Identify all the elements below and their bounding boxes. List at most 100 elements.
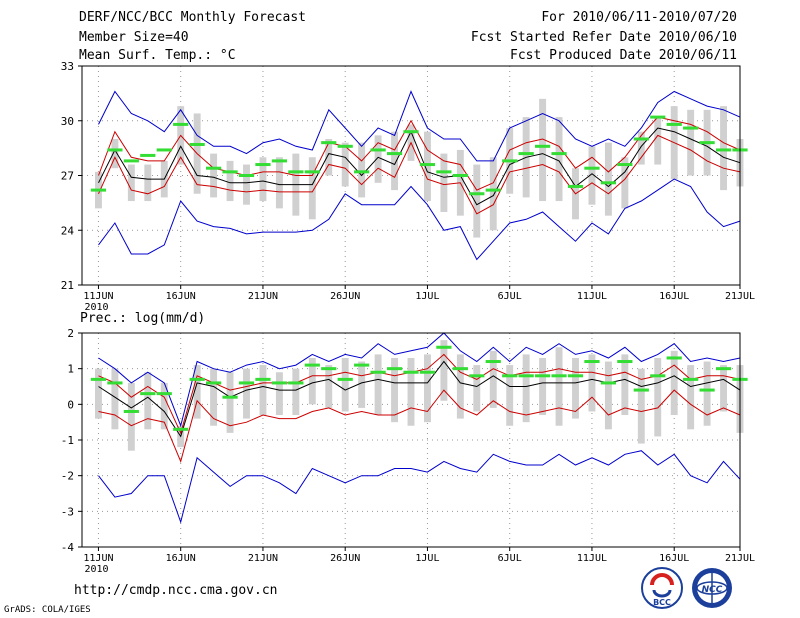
precipitation-marker (452, 367, 468, 371)
precipitation-xtick-label: 6JUL (498, 553, 522, 564)
precipitation-marker (600, 381, 616, 385)
temperature-marker (436, 170, 452, 174)
precipitation-spread-bar (259, 365, 267, 416)
precipitation-spread-bar (440, 340, 448, 401)
precipitation-xtick-label: 21JUN (248, 553, 278, 564)
precipitation-spread-bar (423, 354, 431, 423)
precipitation-spread-bar (94, 368, 102, 419)
temperature-xtick-sublabel: 2010 (84, 302, 108, 313)
precipitation-xtick-label: 16JUN (166, 553, 196, 564)
precipitation-marker (567, 374, 584, 378)
bcc-logo-text: BCC (653, 598, 671, 607)
precipitation-spread-bar (489, 350, 497, 408)
precipitation-spread-bar (292, 368, 300, 416)
temperature-spread-bar (423, 131, 431, 202)
temperature-spread-bar (473, 164, 481, 238)
temperature-xtick-label: 26JUN (330, 291, 360, 302)
temperature-xtick-label: 11JUL (577, 291, 607, 302)
temperature-ytick-label: 33 (61, 60, 74, 73)
precipitation-marker (370, 370, 386, 374)
precipitation-marker (650, 374, 666, 378)
temperature-spread-bar (654, 117, 662, 165)
forecast-period-label: For 2010/06/11-2010/07/20 (541, 10, 737, 25)
precipitation-ytick-label: 2 (67, 327, 74, 340)
precipitation-marker (386, 367, 403, 371)
precipitation-spread-bar (654, 357, 662, 437)
precipitation-marker (436, 345, 452, 349)
temperature-marker (107, 148, 123, 152)
temperature-marker (271, 159, 287, 163)
precipitation-spread-bar (193, 365, 201, 419)
temperature-marker (584, 166, 600, 170)
precipitation-marker (222, 395, 238, 399)
temperature-spread-bar (391, 131, 399, 191)
precipitation-ytick-label: 1 (67, 363, 74, 376)
temperature-marker (469, 192, 485, 196)
temperature-spread-bar (621, 157, 629, 209)
precipitation-xtick-sublabel: 2010 (84, 564, 108, 575)
precipitation-xtick-label: 11JUN (83, 553, 113, 564)
temperature-spread-bar (555, 117, 563, 202)
temperature-mean-line (98, 127, 741, 206)
ncc-logo-text: NCC (702, 585, 723, 595)
precipitation-title: Prec.: log(mm/d) (80, 311, 205, 326)
precipitation-xtick-label: 1JUL (415, 553, 439, 564)
precipitation-marker (255, 377, 271, 381)
temperature-marker (255, 163, 271, 167)
precipitation-marker (633, 388, 649, 392)
temperature-ytick-label: 21 (61, 279, 74, 292)
precipitation-spread-bar (604, 361, 612, 430)
grads-credit: GrADS: COLA/IGES (4, 605, 91, 615)
precipitation-max-line (98, 332, 741, 428)
precipitation-marker (189, 377, 205, 381)
temperature-spread-bar (144, 164, 152, 202)
temperature-spread-bar (539, 98, 547, 202)
temperature-upper-line (98, 116, 741, 191)
precipitation-marker (337, 377, 353, 381)
temperature-xtick-label: 1JUL (415, 291, 439, 302)
temperature-spread-bar (720, 106, 728, 191)
precipitation-xtick-label: 26JUN (330, 553, 360, 564)
temperature-marker (386, 152, 403, 156)
precipitation-spread-bar (637, 368, 645, 444)
temperature-marker (370, 148, 386, 152)
temperature-xtick-label: 6JUL (498, 291, 522, 302)
temperature-marker (715, 148, 732, 152)
temperature-marker (123, 159, 139, 163)
precipitation-marker (699, 388, 715, 392)
precipitation-marker (469, 374, 485, 378)
temperature-spread-bar (308, 157, 316, 220)
precipitation-ytick-label: -1 (61, 434, 74, 447)
precipitation-marker (617, 360, 633, 364)
precipitation-spread-bar (127, 382, 135, 451)
precipitation-ytick-label: 0 (67, 398, 74, 411)
member-size-label: Member Size=40 (79, 30, 189, 45)
precipitation-spread-bar (144, 372, 152, 430)
precipitation-marker (107, 381, 123, 385)
temperature-spread-bar (243, 164, 250, 205)
precipitation-spread-bar (522, 354, 530, 423)
temperature-marker (699, 141, 715, 145)
temperature-xtick-label: 11JUN (83, 291, 113, 302)
precipitation-marker (715, 367, 732, 371)
precipitation-marker (403, 370, 419, 374)
variable-label: Mean Surf. Temp.: °C (79, 48, 236, 63)
precipitation-ytick-label: -2 (61, 470, 74, 483)
precipitation-marker (173, 427, 189, 431)
precipitation-marker (419, 370, 436, 374)
precipitation-spread-bar (243, 368, 250, 419)
temperature-max-line (98, 90, 741, 162)
precipitation-spread-bar (621, 354, 629, 416)
temperature-marker (518, 152, 534, 156)
temperature-frame (81, 65, 741, 286)
precipitation-min-line (98, 450, 741, 524)
precipitation-spread-bar (111, 368, 119, 430)
temperature-marker (551, 152, 567, 156)
source-url[interactable]: http://cmdp.ncc.cma.gov.cn (74, 583, 278, 598)
precipitation-spread-bar (374, 354, 382, 416)
temperature-spread-bar (226, 160, 234, 202)
temperature-marker (666, 122, 682, 126)
precipitation-marker (551, 374, 567, 378)
precipitation-spread-bar (572, 357, 579, 419)
temperature-marker (222, 170, 238, 174)
